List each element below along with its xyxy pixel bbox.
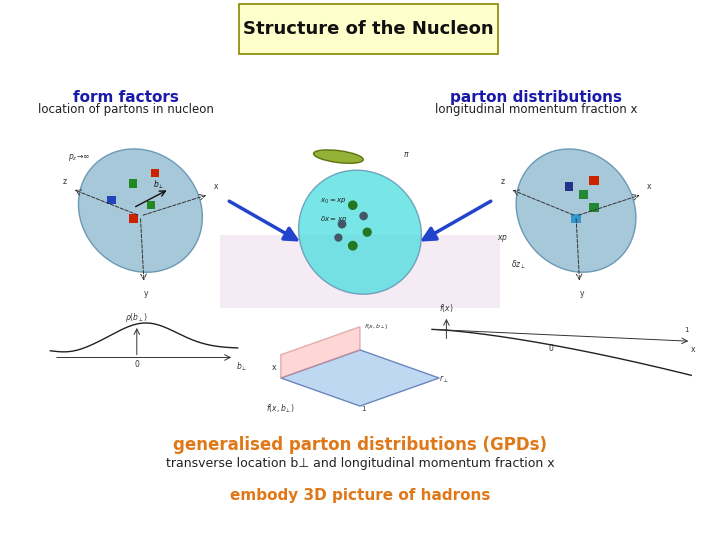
Text: $b_\perp$: $b_\perp$ xyxy=(153,179,165,191)
Point xyxy=(563,182,575,191)
Text: embody 3D picture of hadrons: embody 3D picture of hadrons xyxy=(230,488,490,503)
Text: $\rho(b_\perp)$: $\rho(b_\perp)$ xyxy=(125,311,148,324)
Text: $x_0=xp$: $x_0=xp$ xyxy=(320,197,347,206)
Polygon shape xyxy=(299,170,421,294)
Text: 1: 1 xyxy=(361,407,366,413)
Text: 1: 1 xyxy=(684,327,688,333)
Point xyxy=(127,179,139,188)
Polygon shape xyxy=(281,350,439,406)
Point xyxy=(145,201,157,210)
Text: y: y xyxy=(580,289,584,298)
Text: $\delta z_\perp$: $\delta z_\perp$ xyxy=(511,258,526,271)
Text: $f(x,b_\perp)$: $f(x,b_\perp)$ xyxy=(364,322,388,332)
Point xyxy=(347,201,359,210)
Text: z: z xyxy=(500,177,505,186)
Point xyxy=(570,214,582,223)
FancyBboxPatch shape xyxy=(220,235,500,308)
Text: transverse location b⊥ and longitudinal momentum fraction x: transverse location b⊥ and longitudinal … xyxy=(166,457,554,470)
Text: x: x xyxy=(647,182,652,191)
Text: $p_z\!\rightarrow\!\infty$: $p_z\!\rightarrow\!\infty$ xyxy=(68,152,91,163)
Point xyxy=(149,168,161,177)
Text: form factors: form factors xyxy=(73,90,179,105)
Text: $f(x,b_\perp)$: $f(x,b_\perp)$ xyxy=(266,402,295,415)
Polygon shape xyxy=(281,327,360,378)
Text: $\pi$: $\pi$ xyxy=(403,150,410,159)
Text: 0: 0 xyxy=(135,360,139,369)
Text: generalised parton distributions (GPDs): generalised parton distributions (GPDs) xyxy=(173,436,547,455)
Text: parton distributions: parton distributions xyxy=(451,90,622,105)
Text: x: x xyxy=(691,345,696,354)
Point xyxy=(333,233,344,242)
Text: y: y xyxy=(144,289,148,298)
Text: x: x xyxy=(272,363,276,372)
Point xyxy=(361,228,373,237)
Text: $xp$: $xp$ xyxy=(497,233,508,244)
Ellipse shape xyxy=(313,150,364,163)
Point xyxy=(347,241,359,250)
Text: $\delta x=xp$: $\delta x=xp$ xyxy=(320,214,348,225)
Text: $f(x)$: $f(x)$ xyxy=(439,302,454,314)
Text: Structure of the Nucleon: Structure of the Nucleon xyxy=(243,19,494,38)
Text: $b_\perp$: $b_\perp$ xyxy=(236,360,248,373)
Point xyxy=(106,195,117,204)
Point xyxy=(358,212,369,220)
Point xyxy=(588,177,600,185)
Text: 0: 0 xyxy=(549,344,553,353)
Point xyxy=(577,190,589,199)
Text: $r_\perp$: $r_\perp$ xyxy=(439,374,449,385)
Point xyxy=(588,204,600,212)
Text: location of partons in nucleon: location of partons in nucleon xyxy=(38,103,214,116)
Point xyxy=(336,220,348,228)
Polygon shape xyxy=(516,149,636,272)
FancyBboxPatch shape xyxy=(239,4,498,54)
Text: x: x xyxy=(214,182,218,191)
Text: z: z xyxy=(63,177,67,186)
Point xyxy=(127,214,139,223)
Polygon shape xyxy=(78,149,202,272)
Text: longitudinal momentum fraction x: longitudinal momentum fraction x xyxy=(435,103,638,116)
